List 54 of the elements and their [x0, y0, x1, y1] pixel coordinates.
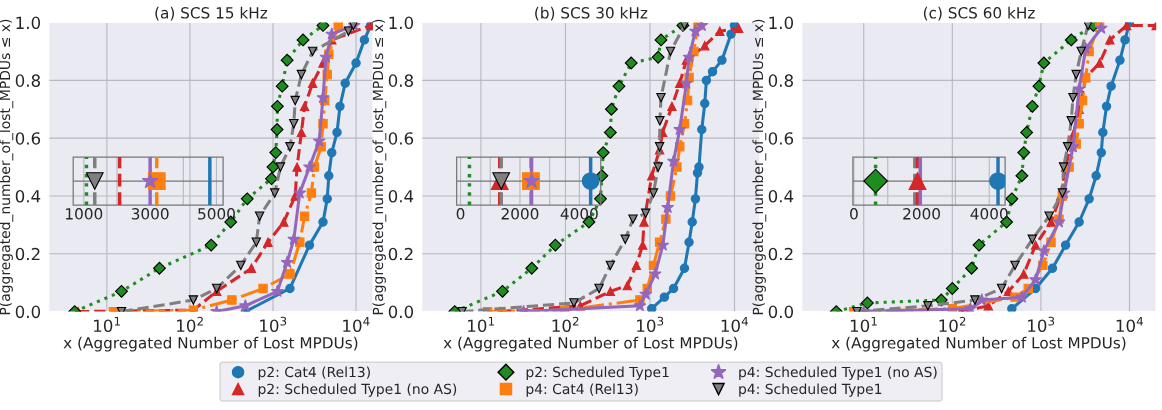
x-tick-label: 1000: [66, 208, 103, 220]
y-tick-label: 0.2: [15, 247, 40, 261]
legend-label: p2: Cat4 (Rel13): [258, 366, 370, 380]
legend-label: p2: Scheduled Type1 (no AS): [258, 383, 457, 397]
x-tick-label: 10$^{1}$: [850, 316, 877, 333]
y-tick-label: 0.8: [388, 74, 414, 87]
y-tick-label: 0.2: [768, 247, 793, 261]
x-tick-label: 4000: [560, 208, 598, 220]
x-tick-label: 10$^{4}$: [343, 316, 370, 333]
x-tick-label: 0: [456, 208, 465, 220]
x-tick-label: 10$^{3}$: [1028, 316, 1055, 333]
x-tick-label: 2000: [501, 208, 539, 220]
chart-title: (c) SCS 60 kHz: [923, 6, 1035, 21]
x-tick-label: 0: [850, 208, 858, 220]
x-tick-label: 2000: [903, 208, 940, 220]
y-tick-label: 1.0: [769, 16, 794, 30]
y-tick-label: 0.4: [388, 189, 414, 203]
y-tick-label: 0.2: [388, 247, 413, 261]
x-tick-label: 10$^{3}$: [637, 316, 664, 333]
x-tick-label: 10$^{3}$: [260, 316, 287, 333]
y-axis-title: P(aggregated_number_of_lost_MPDUs ≤ x): [372, 19, 387, 315]
y-tick-label: 0.6: [15, 132, 41, 145]
y-tick-label: 0.0: [768, 305, 794, 319]
y-tick-label: 0.6: [388, 132, 414, 145]
y-tick-label: 0.8: [768, 74, 793, 87]
x-tick-label: 10$^{2}$: [939, 316, 966, 333]
y-tick-label: 0.0: [15, 305, 41, 319]
x-axis-title: x (Aggregated Number of Lost MPDUs): [443, 336, 738, 352]
x-tick-label: 10$^{1}$: [468, 316, 494, 333]
y-tick-label: 0.4: [15, 189, 41, 203]
x-axis-title: x (Aggregated Number of Lost MPDUs): [63, 336, 358, 352]
x-tick-label: 10$^{1}$: [94, 316, 120, 333]
legend-label: p2: Scheduled Type1: [526, 366, 669, 380]
y-tick-label: 0.4: [768, 189, 794, 203]
x-axis-title: x (Aggregated Number of Lost MPDUs): [831, 336, 1126, 352]
chart-title: (b) SCS 30 kHz: [535, 6, 648, 21]
y-axis-title: P(aggregated_number_of_lost_MPDUs ≤ x): [752, 19, 767, 315]
y-axis-title: P(aggregated_number_of_lost_MPDUs ≤ x): [0, 19, 14, 315]
x-tick-label: 10$^{2}$: [177, 316, 203, 333]
y-tick-label: 0.0: [388, 305, 414, 319]
y-tick-label: 1.0: [16, 16, 41, 30]
x-tick-label: 3000: [131, 208, 169, 220]
chart-title: (a) SCS 15 kHz: [155, 6, 268, 21]
legend-label: p4: Cat4 (Rel13): [526, 383, 638, 397]
x-tick-label: 10$^{4}$: [1116, 316, 1143, 333]
legend-label: p4: Scheduled Type1 (no AS): [739, 366, 937, 380]
y-tick-label: 1.0: [389, 16, 414, 30]
x-tick-label: 10$^{2}$: [552, 316, 579, 333]
x-tick-label: 4000: [970, 208, 1008, 220]
legend-label: p4: Scheduled Type1: [739, 383, 882, 397]
y-tick-label: 0.6: [768, 132, 794, 145]
x-tick-label: 10$^{4}$: [721, 316, 748, 333]
x-tick-label: 5000: [198, 208, 235, 220]
y-tick-label: 0.8: [15, 74, 41, 87]
